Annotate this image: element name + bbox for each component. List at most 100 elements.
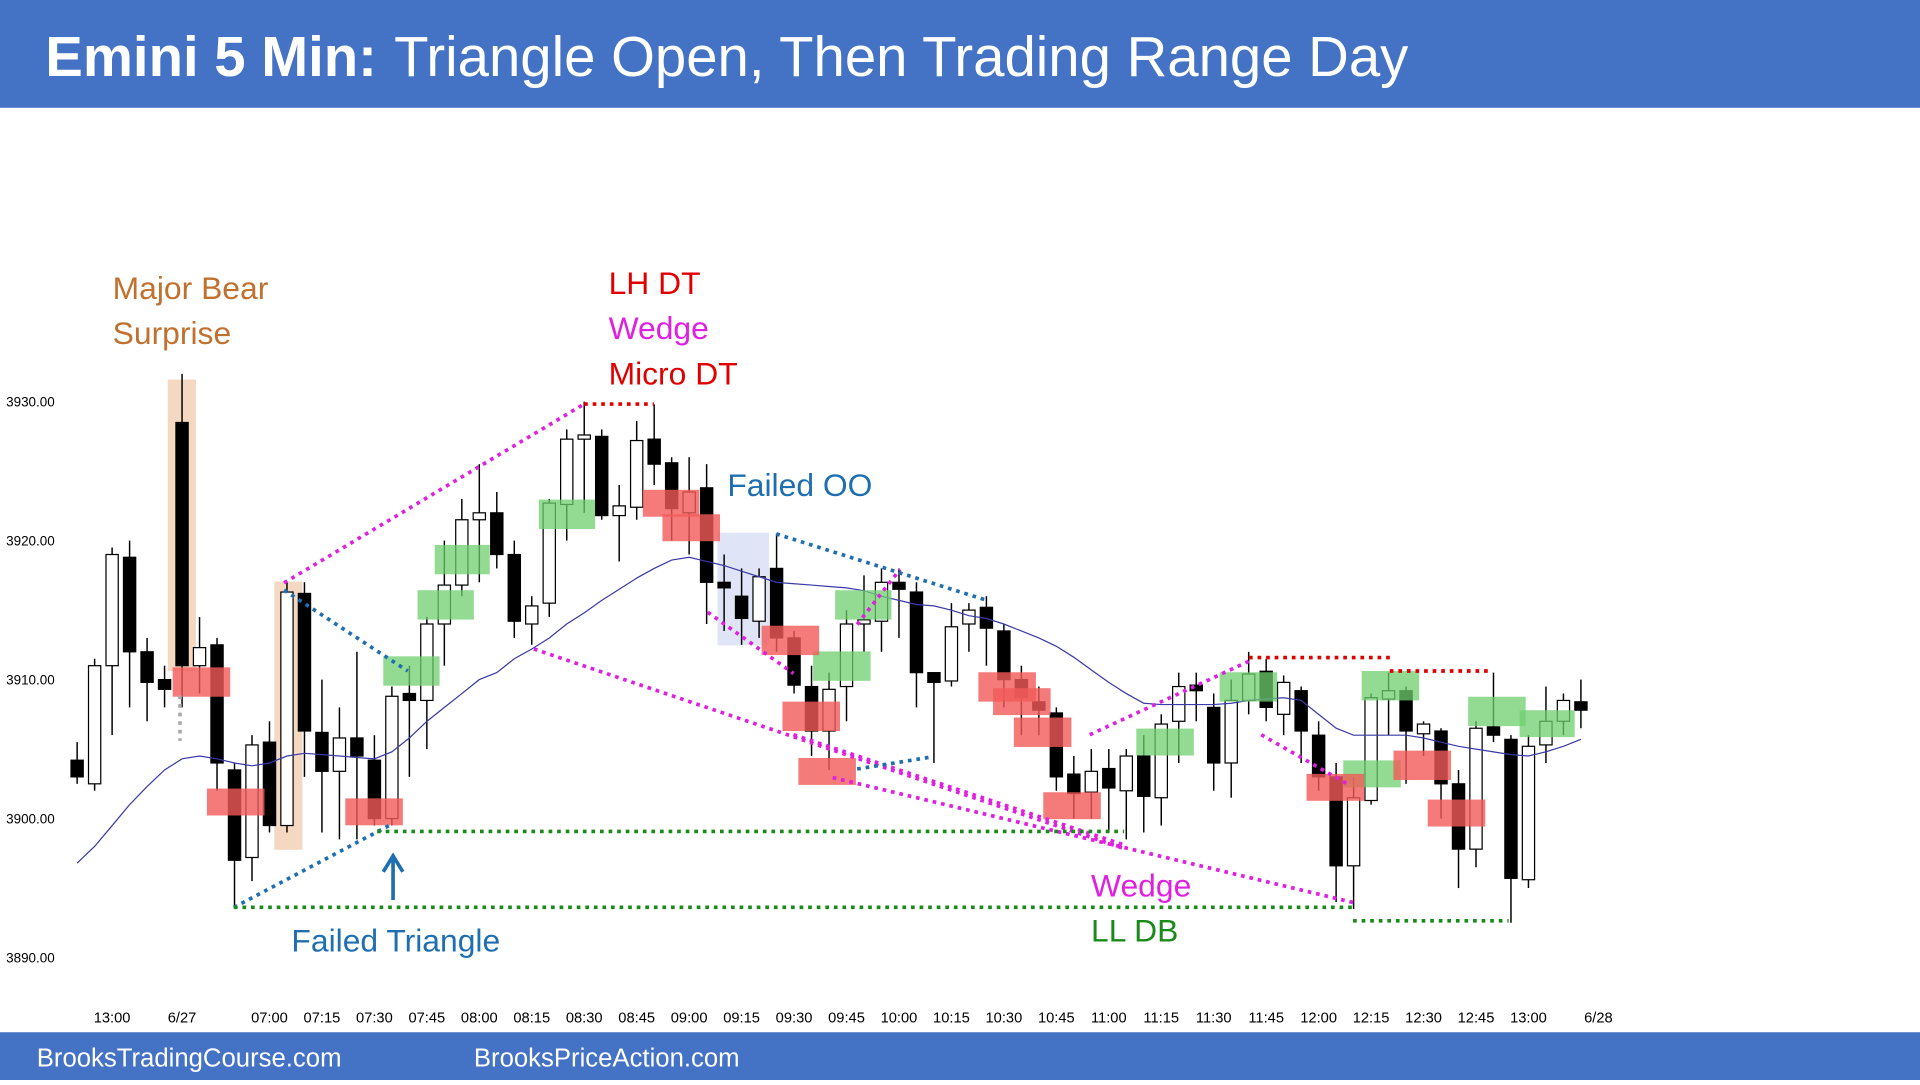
candle-body [1416, 723, 1431, 735]
x-tick-label: 08:00 [461, 1010, 498, 1026]
candle-body [560, 438, 574, 506]
title-lead: Emini 5 Min: [45, 25, 377, 88]
candle-body [1294, 690, 1308, 732]
x-tick-label: 09:45 [828, 1010, 865, 1026]
candle-body [192, 647, 207, 667]
chart-title: Emini 5 Min: Triangle Open, Then Trading … [45, 25, 1409, 88]
trend-line [775, 532, 987, 602]
candle-body [1137, 755, 1151, 797]
candle-body [262, 741, 277, 827]
candle-body [297, 592, 312, 732]
x-tick-label: 12:00 [1300, 1010, 1337, 1026]
sell-box [345, 798, 403, 826]
candle-body [1102, 767, 1116, 789]
x-tick-label: 13:00 [1510, 1010, 1547, 1026]
x-tick-label: 08:45 [618, 1010, 655, 1026]
annotation: Wedge [609, 310, 709, 346]
header-bar [0, 0, 1920, 108]
x-tick-label: 11:30 [1196, 1010, 1232, 1026]
annotation: LL DB [1091, 913, 1178, 949]
y-tick-label: 3930.00 [6, 395, 55, 410]
candle-body [472, 512, 487, 521]
y-tick-label: 3920.00 [6, 534, 55, 549]
x-tick-label: 07:00 [251, 1010, 288, 1026]
buy-box [1219, 672, 1278, 702]
candle-body [490, 512, 504, 556]
x-tick-label: 13:00 [94, 1010, 131, 1026]
title-main: Triangle Open, Then Trading Range Day [394, 25, 1409, 88]
y-tick-label: 3900.00 [6, 811, 55, 826]
footer-bar [0, 1032, 1920, 1080]
candle-body [1504, 738, 1518, 879]
x-tick-label: 11:45 [1248, 1010, 1284, 1026]
x-tick-label: 08:30 [566, 1010, 603, 1026]
buy-box [1136, 728, 1194, 756]
candle-body [1574, 701, 1588, 711]
sell-box [782, 701, 840, 732]
annotation: Wedge [1091, 867, 1191, 903]
trend-line [283, 402, 586, 585]
candle-body [122, 556, 137, 653]
x-tick-label: 12:15 [1353, 1010, 1390, 1026]
y-tick-label: 3890.00 [6, 950, 55, 965]
buy-box [538, 499, 596, 529]
x-tick-label: 09:15 [723, 1010, 760, 1026]
trend-line [792, 732, 1125, 847]
x-tick-label: 08:15 [513, 1010, 550, 1026]
candle-body [577, 434, 591, 440]
candle-body [647, 438, 661, 465]
candle-body [1206, 706, 1221, 764]
annotation: Failed Triangle [291, 922, 500, 958]
trend-line [855, 568, 902, 626]
candle-body [612, 505, 626, 517]
buy-box [1519, 710, 1575, 738]
signal-boxes [172, 489, 1575, 827]
trend-line [283, 588, 409, 673]
sell-box [642, 489, 700, 517]
candle-body [892, 581, 906, 590]
x-tick-label: 07:15 [304, 1010, 341, 1026]
candle-body [1172, 685, 1186, 722]
x-tick-label: 11:00 [1091, 1010, 1127, 1026]
candle-body [1224, 699, 1238, 764]
candle-body [1469, 727, 1483, 850]
sell-box [172, 667, 231, 697]
candle-body [909, 591, 924, 674]
x-tick-label: 09:30 [776, 1010, 813, 1026]
trend-line [1089, 659, 1250, 737]
candle-body [525, 605, 539, 625]
candle-body [140, 651, 154, 683]
sell-box [761, 625, 820, 656]
x-tick-label: 10:00 [881, 1010, 918, 1026]
annotation: Micro DT [609, 355, 738, 391]
buy-box [813, 651, 871, 681]
candle-body [332, 737, 347, 772]
candle-body [944, 626, 959, 682]
buy-box [434, 544, 490, 575]
candle-body [402, 692, 417, 702]
moving-average [76, 556, 1582, 864]
candle-body [87, 665, 102, 785]
candle-body [752, 576, 766, 622]
sell-box [1013, 717, 1072, 747]
trend-line [832, 775, 1354, 905]
candle-body [1346, 797, 1361, 867]
annotation: LH DT [609, 265, 701, 301]
candle-body [70, 759, 84, 778]
buy-box [417, 590, 474, 620]
buy-box [1361, 671, 1420, 701]
x-tick-label: 09:00 [671, 1010, 708, 1026]
candle-body [210, 644, 224, 764]
x-tick-label: 07:45 [408, 1010, 445, 1026]
candle-body [280, 591, 294, 827]
candle-body [594, 435, 609, 517]
candle-body [1486, 726, 1501, 736]
candle-body [1189, 684, 1203, 692]
annotation: Major Bear [113, 270, 269, 306]
x-tick-label: 07:30 [356, 1010, 393, 1026]
x-tick-label: 6/28 [1584, 1010, 1613, 1026]
x-tick-label: 12:30 [1405, 1010, 1442, 1026]
footer-left: BrooksTradingCourse.com [37, 1045, 342, 1073]
sell-box [1043, 792, 1101, 820]
